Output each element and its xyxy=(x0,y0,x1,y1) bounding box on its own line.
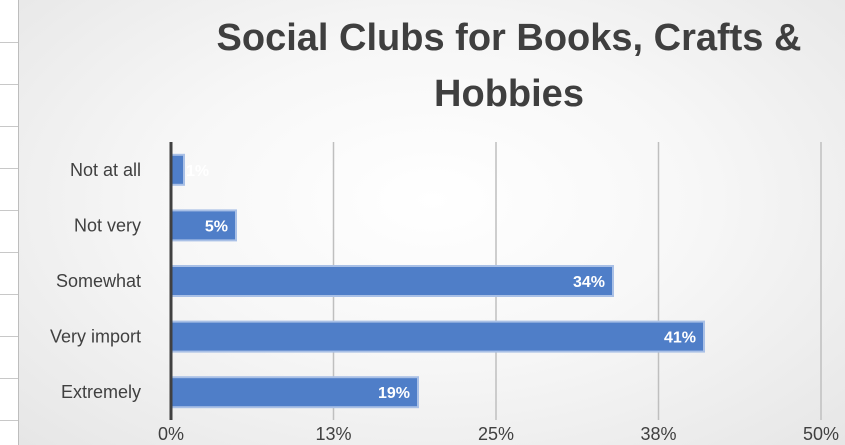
data-label: 1% xyxy=(186,163,209,180)
data-label: 41% xyxy=(664,330,696,347)
category-label: Extremely xyxy=(61,382,141,402)
bar xyxy=(170,209,237,242)
x-tick-label: 38% xyxy=(640,424,676,444)
bar xyxy=(170,153,185,186)
chart-area[interactable]: Social Clubs for Books, Crafts & Hobbies… xyxy=(18,0,845,445)
data-label: 5% xyxy=(205,218,228,235)
bar xyxy=(170,376,419,409)
x-tick-label: 50% xyxy=(803,424,839,444)
category-label: Somewhat xyxy=(56,271,141,291)
data-label: 19% xyxy=(378,385,410,402)
category-label: Not very xyxy=(74,215,141,235)
chart-title: Social Clubs for Books, Crafts & Hobbies xyxy=(216,17,802,115)
data-label: 34% xyxy=(573,274,605,291)
category-label: Very import xyxy=(50,327,141,347)
bar-chart: 0% 13% 25% 38% 50% Not at all 1% Not very 5% Some… xyxy=(50,142,839,444)
bar xyxy=(170,265,614,297)
category-label: Not at all xyxy=(70,160,141,180)
x-tick-label: 13% xyxy=(315,424,351,444)
x-tick-label: 25% xyxy=(478,424,514,444)
x-tick-label: 0% xyxy=(158,424,184,444)
bar xyxy=(170,320,705,353)
